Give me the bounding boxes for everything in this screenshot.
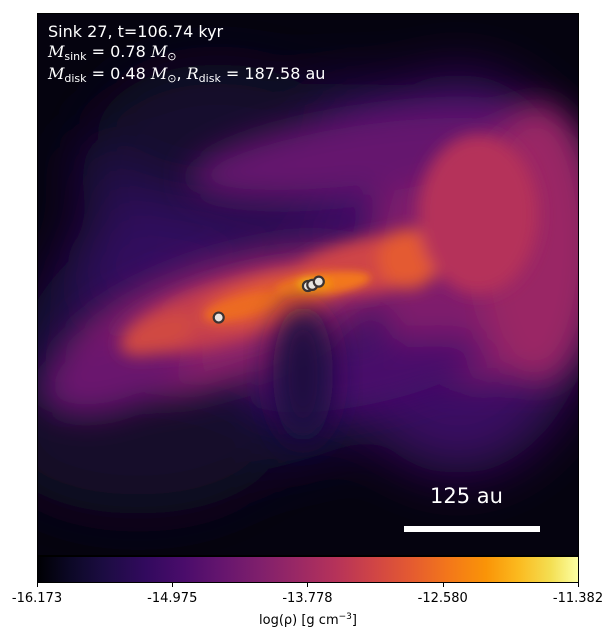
sink-mass-label: Msink = 0.78 M⊙ xyxy=(48,42,176,67)
disk-mass-unit-subscript: ⊙ xyxy=(167,72,177,85)
sink-marker-sink-1 xyxy=(212,311,225,324)
disk-mass-value: = 0.48 xyxy=(91,64,146,83)
sink-mass-symbol: M xyxy=(48,42,65,61)
sink-label: Sink 27, t=106.74 kyr xyxy=(48,22,224,41)
disk-properties-label: Mdisk = 0.48 M⊙, Rdisk = 187.58 au xyxy=(48,64,326,85)
disk-mass-unit: M xyxy=(150,64,168,83)
sink-mass-value: = 0.78 xyxy=(91,42,146,61)
colorbar-tick xyxy=(37,583,38,587)
colorbar-tick-label: -12.580 xyxy=(417,591,468,606)
colorbar-label-exponent: −3 xyxy=(338,612,352,622)
colorbar-tick xyxy=(172,583,174,587)
cavity-layer xyxy=(273,304,333,444)
scale-bar xyxy=(404,526,540,532)
colorbar-tick xyxy=(578,583,579,587)
colorbar-tick xyxy=(442,583,444,587)
disk-mass-symbol: M xyxy=(48,64,65,83)
sink-markers xyxy=(212,275,325,324)
sink-mass-unit-subscript: ⊙ xyxy=(167,50,177,63)
colorbar-tick-label: -14.975 xyxy=(147,591,198,606)
colorbar-label: log(ρ) [g cm−3] xyxy=(259,612,357,628)
density-heatmap xyxy=(38,14,578,555)
colorbar-tick-label: -16.173 xyxy=(11,591,63,606)
disk-radius-value: = 187.58 au xyxy=(225,64,326,83)
disk-radius-subscript: disk xyxy=(198,72,221,85)
sink-marker-sink-4 xyxy=(312,275,325,288)
sink-mass-unit: M xyxy=(150,42,168,61)
sink-mass-subscript: sink xyxy=(64,50,87,63)
disk-mass-subscript: disk xyxy=(64,72,87,85)
colorbar-tick-label: -11.382 xyxy=(552,591,604,606)
colorbar xyxy=(37,556,579,583)
scale-bar-label: 125 au xyxy=(430,484,503,508)
disk-radius-symbol: R xyxy=(186,64,199,83)
density-map-panel: Sink 27, t=106.74 kyr Msink = 0.78 M⊙ Md… xyxy=(37,13,579,556)
colorbar-label-text: log(ρ) [g cm xyxy=(259,613,339,628)
colorbar-tick-label: -13.778 xyxy=(282,591,333,606)
colorbar-label-close: ] xyxy=(351,613,357,628)
colorbar-tick xyxy=(307,583,309,587)
